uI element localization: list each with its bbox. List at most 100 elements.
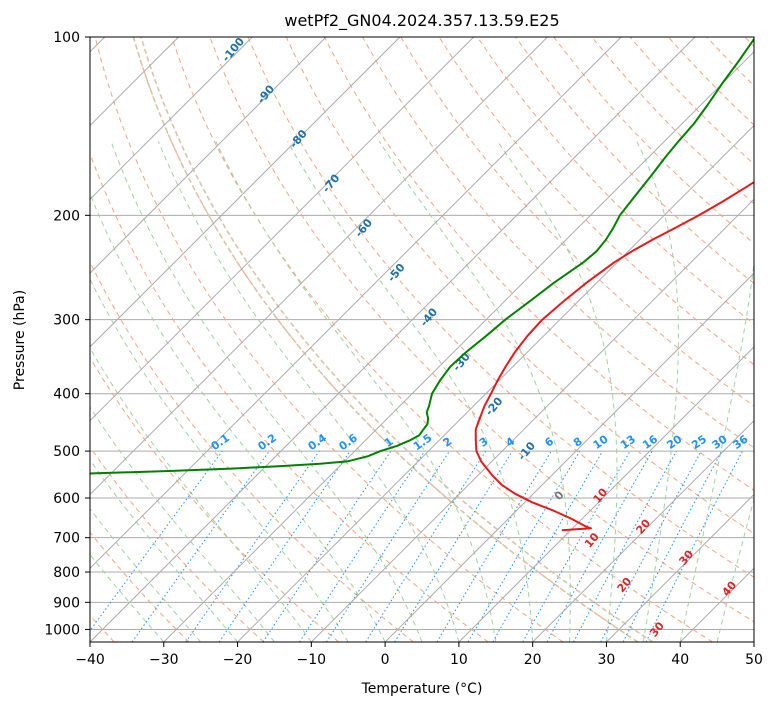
- x-tick-label: −10: [297, 652, 327, 668]
- x-axis-title: Temperature (°C): [361, 681, 483, 697]
- isotherm-line: [679, 567, 754, 642]
- y-tick-label: 900: [53, 595, 80, 611]
- mixing-ratio-label: 8: [571, 435, 585, 450]
- y-tick-label: 300: [53, 313, 80, 329]
- mixing-ratio-line: [131, 450, 270, 642]
- isotherm-line: [532, 419, 754, 642]
- adiabat-label: -100: [219, 35, 247, 65]
- isotherm-line: [90, 37, 401, 348]
- moist-adiabat-line: [636, 141, 679, 642]
- dry-adiabat-line: [171, 37, 713, 642]
- moist-adiabat-label: 20: [633, 516, 653, 536]
- dry-adiabat-line: [94, 37, 564, 642]
- isotherm-line: [310, 198, 754, 642]
- reference-line-labels: 0.1 0.2 0.4 0.6 1 1.5 2 3 4 6 8 10 13 16 20 25 30 36-100-…: [209, 35, 751, 640]
- dry-adiabat-line: [247, 37, 754, 578]
- dry-adiabat-line: [90, 531, 190, 642]
- plot-area: 0.1 0.2 0.4 0.6 1 1.5 2 3 4 6 8 10 13 16 20 25 30 36-100-…: [90, 35, 754, 642]
- isotherm-line: [90, 37, 696, 642]
- x-tick-label: −40: [75, 652, 105, 668]
- x-tick-label: 50: [745, 652, 763, 668]
- mixing-ratio-line: [325, 450, 450, 642]
- isotherm-line: [606, 493, 754, 642]
- dry-adiabat-line: [132, 37, 639, 642]
- dry-adiabat-line: [629, 37, 754, 165]
- dry-adiabat-line: [90, 356, 339, 642]
- mixing-ratio-label: 10: [591, 432, 611, 452]
- isotherm-line: [90, 37, 548, 496]
- moist-adiabat-line: [716, 497, 754, 642]
- moist-adiabat-line: [90, 553, 165, 642]
- mixing-ratio-label: 0.2: [256, 431, 279, 453]
- adiabat-label: -10: [515, 439, 538, 463]
- mixing-ratio-line: [299, 450, 426, 642]
- mixing-ratio-label: 20: [664, 432, 684, 452]
- moist-adiabat-label: 10: [590, 485, 610, 505]
- isotherm-line: [90, 37, 622, 569]
- y-axis-title: Pressure (hPa): [12, 290, 28, 390]
- mixing-ratio-lines: [90, 450, 743, 642]
- mixing-ratio-line: [262, 450, 392, 642]
- mixing-ratio-label: 13: [618, 433, 638, 452]
- y-axis: 100 200 300 400 500 600 700 800 900 1000: [44, 30, 90, 638]
- y-tick-label: 400: [53, 387, 80, 403]
- dry-adiabat-line: [362, 37, 754, 449]
- chart-title: wetPf2_GN04.2024.357.13.59.E25: [284, 11, 559, 31]
- y-tick-label: 600: [53, 491, 80, 507]
- moist-adiabat-line: [679, 259, 754, 642]
- x-tick-label: 40: [671, 652, 689, 668]
- mixing-ratio-line: [645, 450, 743, 642]
- adiabat-label: 30: [647, 619, 667, 639]
- adiabat-label: -20: [483, 394, 506, 418]
- y-tick-label: 800: [53, 565, 80, 581]
- adiabat-label: 20: [615, 575, 635, 595]
- x-tick-label: 0: [381, 652, 390, 668]
- dry-adiabat-line: [209, 37, 754, 623]
- y-tick-label: 1000: [44, 622, 80, 638]
- moist-adiabat-line: [90, 507, 202, 642]
- moist-adiabat-line: [215, 141, 497, 642]
- mixing-ratio-line: [573, 450, 677, 642]
- moist-adiabat-line: [90, 347, 312, 642]
- mixing-ratio-line: [218, 450, 351, 642]
- adiabat-label: -50: [385, 261, 408, 285]
- adiabat-label: -40: [418, 305, 441, 329]
- isotherm-line: [237, 124, 754, 642]
- dry-adiabats: [90, 37, 754, 642]
- special-adiabat-line: [132, 37, 639, 642]
- moist-adiabat-line: [497, 141, 618, 642]
- grid-lines: [90, 37, 754, 630]
- profile-series: [90, 37, 754, 532]
- x-tick-label: −20: [223, 652, 253, 668]
- adiabat-label: -70: [320, 171, 343, 195]
- moist-adiabat-label: 40: [719, 578, 739, 598]
- isotherm-line: [753, 641, 754, 642]
- adiabat-label: -90: [255, 82, 278, 106]
- mixing-ratio-label: 16: [640, 432, 660, 452]
- temperature-profile-line: [474, 181, 754, 532]
- adiabat-label: -30: [450, 350, 473, 374]
- special-adiabat-line: [140, 37, 654, 642]
- x-axis: −40 −30 −20 −10 0 10 20 30 40 50: [75, 642, 763, 668]
- dry-adiabat-line: [400, 37, 754, 407]
- mixing-ratio-line: [467, 450, 581, 642]
- adiabat-label: 10: [582, 530, 602, 550]
- dry-adiabat-line: [90, 152, 489, 642]
- x-tick-label: −30: [149, 652, 179, 668]
- mixing-ratio-label: 25: [689, 433, 709, 452]
- moist-adiabat-line: [90, 278, 349, 642]
- mixing-ratio-label: 0.4: [306, 431, 330, 453]
- isotherm-line: [90, 37, 475, 422]
- dry-adiabat-line: [515, 37, 754, 285]
- mixing-ratio-label: 0.1: [209, 431, 232, 453]
- moist-adiabat-label: 30: [676, 547, 696, 567]
- dry-adiabat-line: [744, 37, 754, 47]
- y-tick-label: 100: [53, 30, 80, 46]
- x-tick-label: 10: [450, 652, 468, 668]
- x-tick-label: 30: [598, 652, 616, 668]
- dry-adiabat-line: [438, 37, 754, 366]
- mixing-ratio-line: [436, 450, 552, 642]
- mixing-ratio-label: 30: [710, 432, 730, 452]
- adiabat-label: 0: [552, 488, 567, 502]
